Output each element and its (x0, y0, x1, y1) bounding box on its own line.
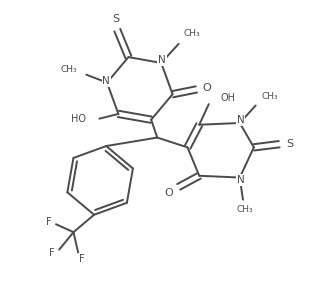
Text: CH₃: CH₃ (262, 92, 279, 101)
Text: CH₃: CH₃ (183, 29, 200, 38)
Text: S: S (286, 139, 293, 149)
Text: CH₃: CH₃ (60, 65, 77, 74)
Text: HO: HO (71, 114, 86, 124)
Text: S: S (112, 14, 119, 24)
Text: O: O (165, 188, 174, 198)
Text: O: O (202, 83, 211, 93)
Text: N: N (102, 76, 110, 86)
Text: N: N (158, 55, 166, 65)
Text: F: F (50, 248, 55, 258)
Text: F: F (46, 217, 52, 227)
Text: F: F (79, 254, 84, 264)
Text: CH₃: CH₃ (236, 205, 253, 214)
Text: N: N (237, 175, 244, 185)
Text: OH: OH (221, 93, 236, 103)
Text: N: N (237, 116, 244, 125)
